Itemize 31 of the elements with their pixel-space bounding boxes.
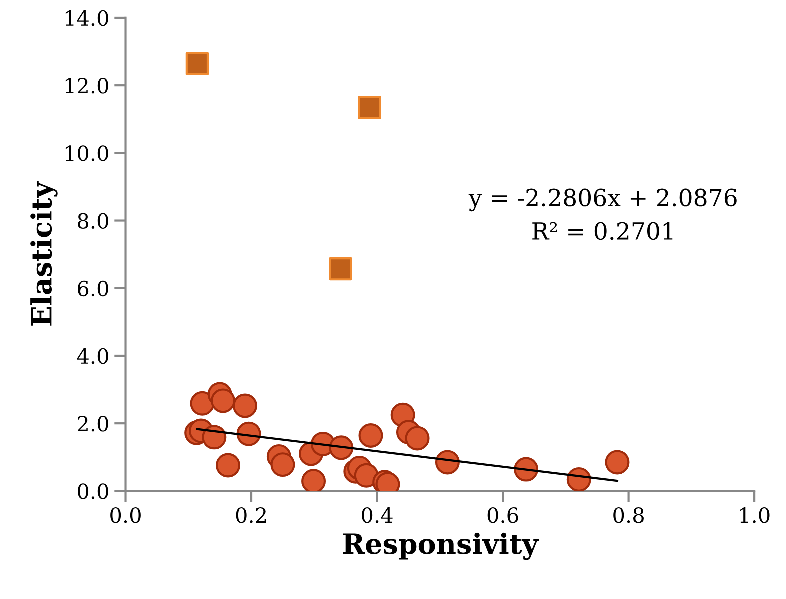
y-tick-label: 0.0 (78, 484, 108, 500)
point (358, 424, 384, 448)
annotation: y = -2.2806x + 2.0876 (468, 188, 737, 212)
x-tick-label: 0.2 (236, 508, 266, 524)
x-axis-title: Responsivity (343, 532, 540, 560)
point (302, 469, 326, 492)
y-tick-label: 4.0 (77, 348, 108, 364)
point (202, 425, 227, 450)
point (358, 96, 382, 120)
point (232, 394, 258, 418)
x-tick-label: 0.8 (614, 508, 644, 524)
point (270, 452, 296, 478)
y-tick-label: 8.0 (78, 213, 108, 229)
annotation: R² = 0.2701 (532, 222, 673, 240)
point (329, 258, 352, 281)
y-tick-label: 12.0 (66, 78, 108, 94)
y-tick-label: 2.0 (78, 416, 108, 432)
x-tick-label: 0.4 (362, 508, 393, 524)
point (605, 450, 630, 475)
x-tick-label: 1.0 (740, 508, 770, 524)
point (186, 52, 210, 76)
point (210, 388, 236, 414)
y-tick-label: 6.0 (78, 280, 108, 297)
y-tick-label: 14.0 (66, 10, 108, 26)
point (216, 453, 240, 478)
point (354, 463, 379, 488)
x-tick-label: 0.0 (110, 508, 141, 524)
y-axis-title: Elasticity (30, 181, 58, 326)
point (405, 426, 430, 451)
y-tick-label: 10.0 (66, 146, 108, 162)
x-tick-label: 0.6 (488, 508, 518, 524)
